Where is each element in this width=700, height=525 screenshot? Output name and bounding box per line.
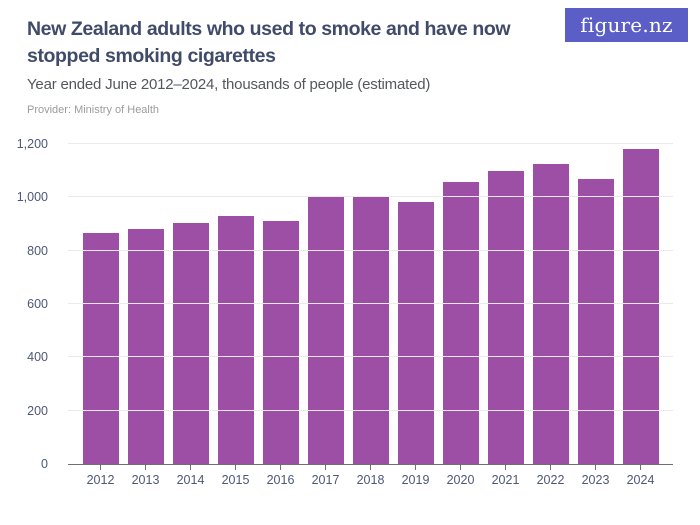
x-tick-mark [550,465,551,470]
x-tick-label: 2020 [446,473,475,487]
x-axis-cell: 2019 [398,465,434,487]
chart-title: New Zealand adults who used to smoke and… [27,18,511,68]
x-axis-cell: 2020 [443,465,479,487]
x-tick-mark [460,465,461,470]
x-axis-cell: 2013 [128,465,164,487]
y-tick-label: 1,000 [16,190,48,205]
x-tick-label: 2016 [266,473,295,487]
x-tick-label: 2015 [221,473,250,487]
bar-2021[interactable] [487,170,524,464]
x-axis-cell: 2022 [533,465,569,487]
bar-2019[interactable] [397,201,434,464]
bar-series [68,144,673,464]
x-tick-mark [190,465,191,470]
bar-2012[interactable] [82,233,119,464]
gridline [68,356,673,358]
x-tick-label: 2022 [536,473,565,487]
y-tick-label: 1,200 [16,137,48,151]
bar-2022[interactable] [532,163,569,464]
bar-2020[interactable] [442,181,479,464]
gridline [68,196,673,198]
x-tick-label: 2019 [401,473,430,487]
plot-area [68,143,673,465]
x-axis-cell: 2012 [83,465,119,487]
x-tick-label: 2013 [131,473,160,487]
x-axis: 2012 2013 2014 2015 2016 2017 2018 2019 2020 2021… [68,465,673,487]
x-tick-mark [145,465,146,470]
x-tick-label: 2021 [491,473,520,487]
x-tick-label: 2023 [581,473,610,487]
figure-nz-logo[interactable]: figure.nz [565,8,688,42]
figure-nz-logo-text: figure.nz [580,13,673,37]
y-tick-label: 200 [27,403,48,418]
y-tick-label: 0 [41,457,48,471]
bar-2016[interactable] [262,220,299,464]
gridline [68,409,673,411]
bar-2013[interactable] [127,228,164,464]
y-tick-label: 600 [27,297,48,311]
x-tick-mark [235,465,236,470]
chart-provider: Provider: Ministry of Health [27,104,160,116]
x-tick-label: 2012 [86,473,115,487]
x-axis-cell: 2024 [623,465,659,487]
x-axis-cell: 2021 [488,465,524,487]
bar-2023[interactable] [577,178,614,464]
gridline [68,249,673,251]
x-axis-cell: 2014 [173,465,209,487]
bar-2018[interactable] [352,195,389,464]
chart-subtitle: Year ended June 2012–2024, thousands of … [27,76,431,93]
x-axis-line [68,463,673,465]
gridline [68,143,673,144]
x-tick-mark [325,465,326,470]
x-tick-mark [505,465,506,470]
bar-2014[interactable] [172,223,209,464]
x-tick-mark [370,465,371,470]
x-axis-cell: 2015 [218,465,254,487]
y-tick-label: 400 [27,350,48,365]
gridline [68,303,673,304]
x-tick-mark [595,465,596,470]
x-tick-mark [640,465,641,470]
bar-2015[interactable] [217,215,254,464]
x-axis-cell: 2016 [263,465,299,487]
y-axis: 0 200 400 600 800 1,000 1,200 [0,137,58,471]
y-tick-label: 800 [27,243,48,258]
bar-2024[interactable] [622,149,659,464]
x-tick-label: 2014 [176,473,205,487]
x-tick-mark [280,465,281,470]
x-tick-label: 2017 [311,473,340,487]
bar-2017[interactable] [307,196,344,464]
x-axis-cell: 2017 [308,465,344,487]
x-tick-mark [100,465,101,470]
x-axis-cell: 2023 [578,465,614,487]
x-axis-cell: 2018 [353,465,389,487]
x-tick-label: 2024 [626,473,655,487]
x-tick-mark [415,465,416,470]
x-tick-label: 2018 [356,473,385,487]
